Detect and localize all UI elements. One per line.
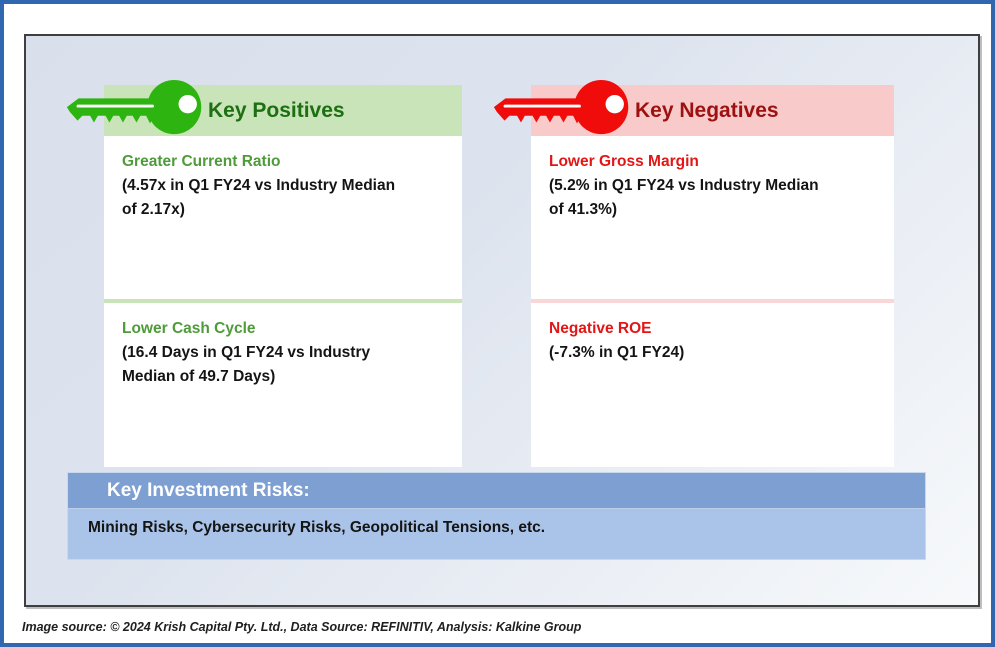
- key-negatives-title: Key Negatives: [635, 99, 779, 122]
- negative-item: Lower Gross Margin (5.2% in Q1 FY24 vs I…: [531, 136, 894, 299]
- risks-panel-header: Key Investment Risks:: [68, 473, 925, 509]
- key-positives-title: Key Positives: [208, 99, 345, 122]
- image-source-attribution: Image source: © 2024 Krish Capital Pty. …: [22, 620, 582, 634]
- infographic-canvas: Key Positives Key Negatives Greater Curr…: [24, 34, 980, 607]
- positive-item-title: Greater Current Ratio: [122, 153, 281, 170]
- green-key-icon: [66, 80, 202, 135]
- negative-item-title: Negative ROE: [549, 320, 652, 337]
- negative-item-detail: (5.2% in Q1 FY24 vs Industry Median of 4…: [549, 177, 819, 218]
- negative-card-divider: [531, 299, 894, 303]
- key-positives-card: Greater Current Ratio (4.57x in Q1 FY24 …: [104, 136, 462, 467]
- positive-card-divider: [104, 299, 462, 303]
- key-negatives-card: Lower Gross Margin (5.2% in Q1 FY24 vs I…: [531, 136, 894, 467]
- risks-panel-body: Mining Risks, Cybersecurity Risks, Geopo…: [68, 509, 925, 559]
- positive-item: Greater Current Ratio (4.57x in Q1 FY24 …: [104, 136, 462, 299]
- key-positives-header: Key Positives: [66, 80, 462, 136]
- negative-item-detail: (-7.3% in Q1 FY24): [549, 344, 685, 361]
- key-investment-risks-panel: Key Investment Risks: Mining Risks, Cybe…: [67, 472, 926, 560]
- positive-item-title: Lower Cash Cycle: [122, 320, 256, 337]
- negative-item-title: Lower Gross Margin: [549, 153, 699, 170]
- key-negatives-header: Key Negatives: [493, 80, 894, 136]
- positive-item-detail: (4.57x in Q1 FY24 vs Industry Median of …: [122, 177, 396, 218]
- positive-item: Lower Cash Cycle (16.4 Days in Q1 FY24 v…: [104, 303, 462, 467]
- red-key-icon: [493, 80, 629, 135]
- positive-item-detail: (16.4 Days in Q1 FY24 vs Industry Median…: [122, 344, 371, 385]
- negative-item: Negative ROE (-7.3% in Q1 FY24): [531, 303, 894, 467]
